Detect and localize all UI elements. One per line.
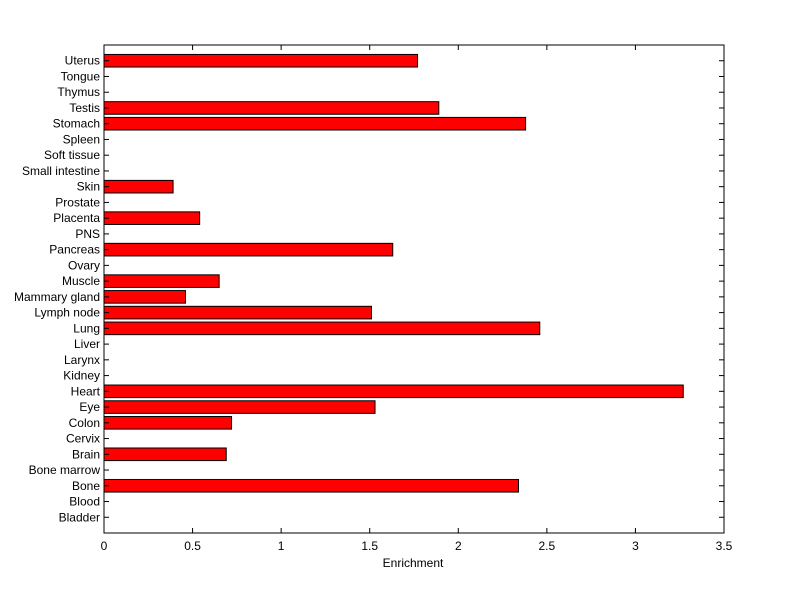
x-tick-label: 0 — [101, 539, 108, 553]
bar — [103, 478, 520, 493]
x-axis-title: Enrichment — [383, 556, 444, 570]
y-tick-label: Skin — [77, 180, 100, 194]
y-tick-label: Thymus — [57, 85, 100, 99]
bar — [103, 211, 201, 225]
y-tick-label: Uterus — [65, 54, 100, 68]
bar — [103, 53, 419, 68]
x-tick-label: 0.5 — [184, 539, 201, 553]
bar — [103, 384, 684, 399]
y-tick-label: Mammary gland — [14, 290, 100, 304]
bar — [103, 416, 233, 430]
y-tick-label: Kidney — [63, 369, 100, 383]
bar — [103, 116, 527, 131]
bar — [103, 290, 186, 304]
bar — [103, 305, 372, 320]
y-tick-label: Tongue — [61, 69, 101, 83]
y-tick-label: Blood — [69, 495, 100, 509]
bar — [103, 400, 376, 414]
y-tick-label: Colon — [69, 416, 100, 430]
x-tick-label: 1 — [278, 539, 285, 553]
y-tick-label: PNS — [75, 227, 100, 241]
y-tick-label: Heart — [71, 384, 101, 398]
y-tick-label: Cervix — [66, 432, 100, 446]
y-tick-label: Liver — [74, 337, 100, 351]
x-tick-label: 3 — [632, 539, 639, 553]
y-tick-label: Larynx — [64, 353, 100, 367]
y-tick-label: Bladder — [59, 510, 100, 524]
bar — [103, 447, 227, 462]
y-tick-label: Stomach — [53, 117, 100, 131]
y-tick-label: Pancreas — [49, 243, 100, 257]
y-tick-label: Eye — [79, 400, 100, 414]
y-tick-label: Small intestine — [22, 164, 100, 178]
y-tick-label: Lymph node — [34, 306, 100, 320]
y-tick-label: Bone — [72, 479, 100, 493]
x-tick-label: 2 — [455, 539, 462, 553]
y-tick-label: Ovary — [68, 258, 100, 272]
y-tick-label: Spleen — [63, 132, 100, 146]
y-tick-label: Lung — [73, 321, 100, 335]
y-tick-label: Prostate — [55, 195, 100, 209]
x-tick-label: 2.5 — [539, 539, 556, 553]
bar — [103, 179, 174, 194]
y-tick-label: Bone marrow — [29, 463, 101, 477]
x-tick-label: 3.5 — [716, 539, 733, 553]
bar — [103, 242, 394, 257]
x-tick-label: 1.5 — [361, 539, 378, 553]
y-tick-label: Placenta — [53, 211, 100, 225]
bar — [103, 274, 220, 288]
y-tick-label: Soft tissue — [44, 148, 100, 162]
y-tick-label: Muscle — [62, 274, 100, 288]
bar — [103, 321, 541, 336]
y-tick-label: Testis — [69, 101, 100, 115]
bar — [103, 101, 440, 115]
y-tick-label: Brain — [72, 447, 100, 461]
